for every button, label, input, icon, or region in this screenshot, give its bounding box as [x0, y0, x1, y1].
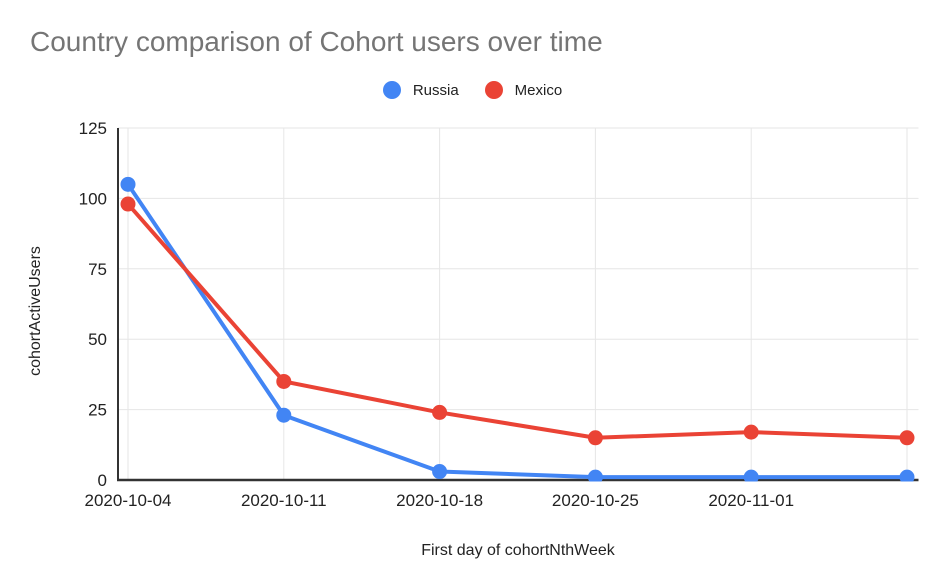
y-tick-label: 50 — [88, 330, 107, 349]
y-tick-label: 100 — [79, 189, 107, 208]
data-point-mexico — [120, 196, 136, 212]
x-axis-title: First day of cohortNthWeek — [421, 542, 615, 559]
chart-title: Country comparison of Cohort users over … — [30, 26, 603, 57]
series-line-russia — [126, 183, 907, 480]
y-tick-label: 0 — [98, 471, 107, 490]
x-tick-label: 2020-10-04 — [85, 491, 172, 510]
x-tick-label: 2020-11-01 — [708, 491, 794, 510]
data-point-russia — [276, 407, 292, 423]
legend-label-russia: Russia — [412, 81, 459, 99]
data-point-mexico — [899, 430, 915, 446]
y-tick-label: 75 — [88, 260, 107, 279]
y-tick-label: 25 — [88, 401, 107, 420]
x-tick-label: 2020-10-25 — [552, 491, 639, 510]
data-point-mexico — [587, 430, 603, 446]
data-point-russia — [120, 176, 136, 192]
data-point-mexico — [743, 424, 759, 440]
chart-legend: Russia Mexico — [0, 81, 945, 99]
series-line-mexico — [126, 202, 908, 440]
russia-series-dot-icon — [382, 81, 401, 99]
x-tick-label: 2020-10-11 — [241, 491, 327, 510]
legend-item-russia: Russia — [382, 81, 459, 99]
data-point-mexico — [432, 404, 448, 420]
x-tick-label: 2020-10-18 — [396, 491, 483, 510]
y-tick-label: 125 — [79, 119, 107, 138]
data-point-russia — [587, 469, 603, 482]
series-group — [120, 176, 915, 482]
data-point-mexico — [276, 373, 292, 389]
legend-item-mexico: Mexico — [484, 81, 563, 99]
legend-label-mexico: Mexico — [514, 81, 563, 99]
data-point-russia — [899, 469, 915, 482]
data-point-russia — [432, 464, 448, 480]
data-point-russia — [743, 469, 759, 482]
mexico-series-dot-icon — [484, 81, 503, 99]
